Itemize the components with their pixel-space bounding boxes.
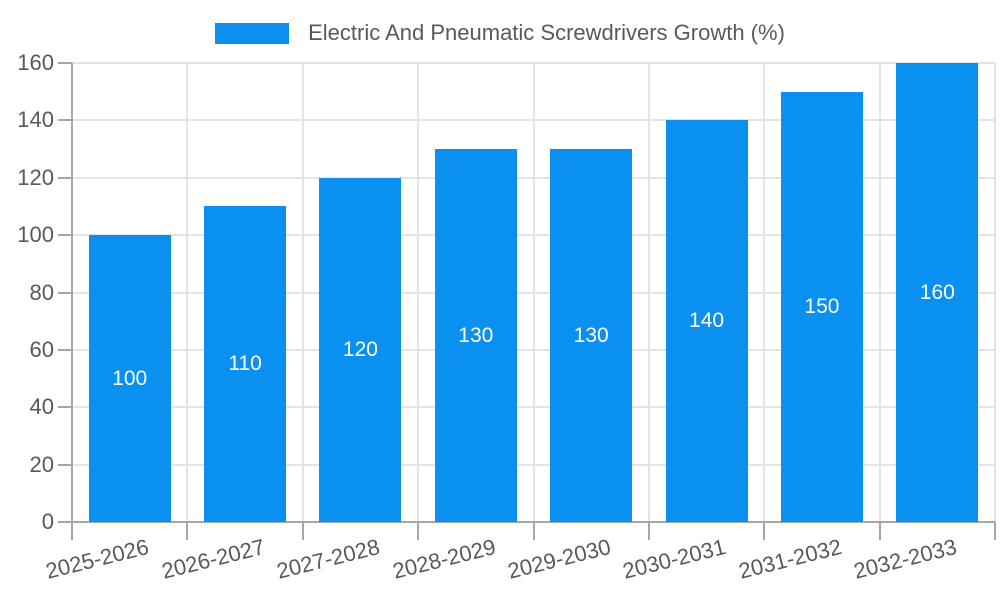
bar-value-label: 150 [804, 294, 840, 318]
bar-value-label: 140 [689, 309, 725, 333]
x-tick-label: 2027-2028 [274, 534, 383, 584]
legend-swatch [215, 22, 290, 44]
v-gridline [647, 63, 650, 522]
y-tick-label: 60 [29, 336, 54, 362]
x-tick [878, 522, 881, 540]
y-tick-label: 100 [17, 222, 54, 248]
bar-value-label: 130 [458, 323, 494, 347]
y-tick-label: 20 [29, 451, 54, 477]
v-gridline [301, 63, 304, 522]
x-tick [994, 522, 996, 540]
x-tick-label: 2028-2029 [389, 534, 498, 584]
x-tick [763, 522, 766, 540]
v-gridline [532, 63, 535, 522]
y-tick [58, 348, 72, 351]
v-gridline [186, 63, 189, 522]
v-gridline [994, 63, 996, 522]
y-tick-label: 140 [17, 107, 54, 133]
bar-value-label: 100 [112, 366, 148, 390]
y-tick [58, 234, 72, 237]
x-tick-label: 2030-2031 [620, 534, 729, 584]
v-gridline [878, 63, 881, 522]
x-tick [532, 522, 535, 540]
v-gridline [417, 63, 420, 522]
y-tick [58, 62, 72, 64]
y-tick [58, 463, 72, 466]
legend-title: Electric And Pneumatic Screwdrivers Grow… [308, 20, 785, 45]
v-gridline [763, 63, 766, 522]
bar: 160 [896, 63, 979, 522]
bar: 110 [204, 206, 287, 522]
y-tick-label: 120 [17, 164, 54, 190]
x-tick [417, 522, 420, 540]
bar-value-label: 160 [919, 280, 955, 304]
y-tick-label: 80 [29, 279, 54, 305]
bar: 150 [780, 91, 863, 522]
y-tick [58, 291, 72, 294]
y-tick [58, 176, 72, 179]
x-axis-line [58, 521, 995, 523]
bar-value-label: 130 [573, 323, 609, 347]
bar: 130 [550, 149, 633, 522]
x-tick-label: 2026-2027 [158, 534, 268, 584]
x-tick-label: 2029-2030 [505, 534, 614, 584]
y-tick [58, 119, 72, 122]
y-tick [58, 406, 72, 409]
x-tick [301, 522, 304, 540]
bar: 120 [319, 177, 402, 522]
bar: 100 [88, 235, 171, 522]
x-tick [186, 522, 189, 540]
bar: 130 [434, 149, 517, 522]
x-tick-label: 2025-2026 [43, 534, 152, 584]
x-tick [647, 522, 650, 540]
y-tick-label: 40 [29, 394, 54, 420]
x-tick-label: 2032-2033 [851, 534, 960, 584]
x-tick-label: 2031-2032 [735, 534, 844, 584]
y-tick-label: 160 [17, 50, 54, 75]
y-tick-label: 0 [41, 509, 54, 534]
y-axis-line [71, 63, 73, 540]
bar-value-label: 120 [342, 337, 378, 361]
bar-value-label: 110 [228, 352, 262, 376]
legend: Electric And Pneumatic Screwdrivers Grow… [0, 20, 1000, 46]
bar: 140 [665, 120, 748, 522]
